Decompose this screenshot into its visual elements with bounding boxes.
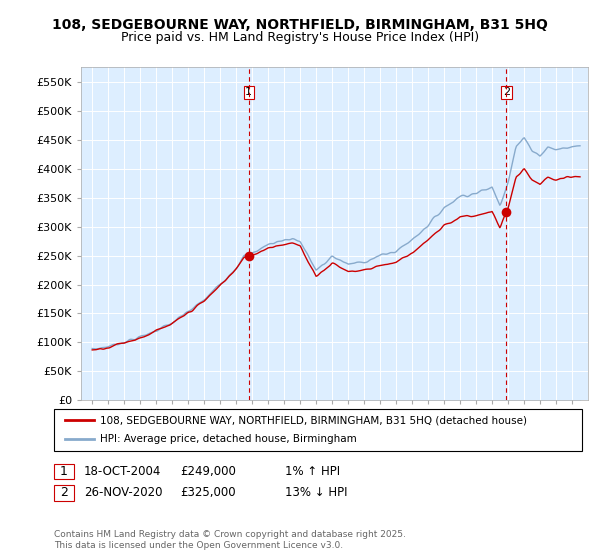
Text: 2: 2 [503, 87, 510, 97]
Text: 1: 1 [60, 465, 68, 478]
Text: Price paid vs. HM Land Registry's House Price Index (HPI): Price paid vs. HM Land Registry's House … [121, 31, 479, 44]
Text: 13% ↓ HPI: 13% ↓ HPI [285, 486, 347, 500]
Text: £325,000: £325,000 [180, 486, 236, 500]
Text: HPI: Average price, detached house, Birmingham: HPI: Average price, detached house, Birm… [100, 435, 356, 445]
Text: £249,000: £249,000 [180, 465, 236, 478]
Text: 1: 1 [245, 87, 252, 97]
Text: 2: 2 [60, 486, 68, 500]
Text: Contains HM Land Registry data © Crown copyright and database right 2025.
This d: Contains HM Land Registry data © Crown c… [54, 530, 406, 550]
Text: 18-OCT-2004: 18-OCT-2004 [84, 465, 161, 478]
Text: 26-NOV-2020: 26-NOV-2020 [84, 486, 163, 500]
Text: 108, SEDGEBOURNE WAY, NORTHFIELD, BIRMINGHAM, B31 5HQ: 108, SEDGEBOURNE WAY, NORTHFIELD, BIRMIN… [52, 18, 548, 32]
Text: 1% ↑ HPI: 1% ↑ HPI [285, 465, 340, 478]
Text: 108, SEDGEBOURNE WAY, NORTHFIELD, BIRMINGHAM, B31 5HQ (detached house): 108, SEDGEBOURNE WAY, NORTHFIELD, BIRMIN… [100, 415, 527, 425]
